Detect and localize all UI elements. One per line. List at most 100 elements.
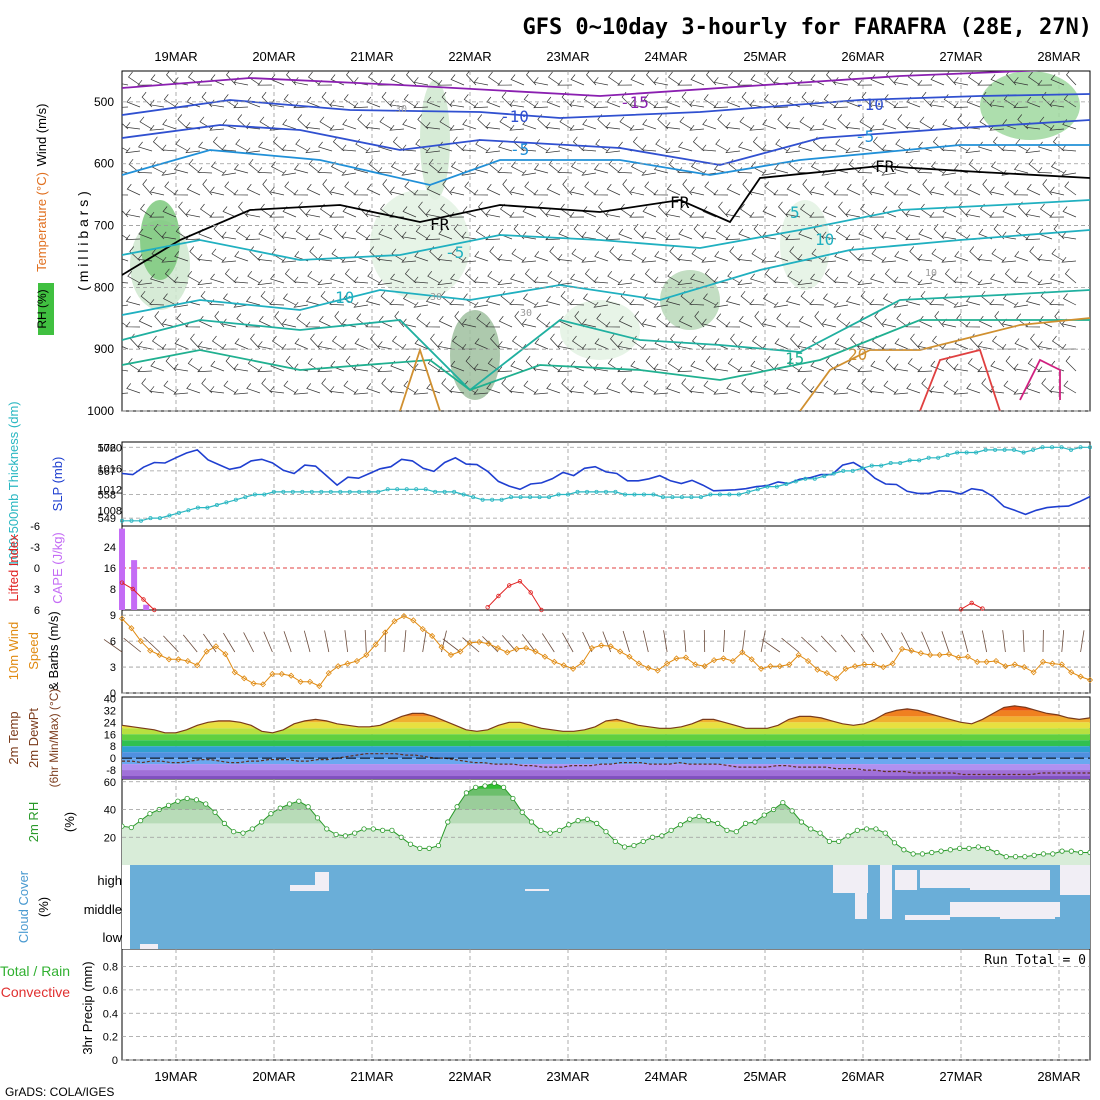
wind-axis-label-1: 10m Wind bbox=[6, 622, 21, 681]
wind-speed-point bbox=[382, 629, 389, 636]
cape-bar bbox=[143, 604, 150, 610]
contour-label: 15 bbox=[785, 349, 804, 368]
thickness-point bbox=[148, 516, 153, 521]
wind-speed-point bbox=[466, 639, 473, 646]
temp-y-tick: 40 bbox=[104, 693, 116, 705]
rh-point bbox=[407, 841, 414, 847]
thickness-point bbox=[879, 463, 884, 468]
x-date-bottom: 23MAR bbox=[546, 1069, 589, 1084]
contour-label: -5 bbox=[445, 243, 464, 262]
wind-speed-point bbox=[870, 661, 877, 668]
rh-point bbox=[454, 804, 460, 810]
rh-point bbox=[147, 811, 153, 817]
thickness-point bbox=[727, 492, 732, 497]
rh-point bbox=[1050, 851, 1056, 857]
li-line bbox=[121, 582, 155, 611]
wind-speed-point bbox=[692, 661, 699, 668]
rh-point bbox=[175, 798, 181, 804]
cloud-gap bbox=[905, 915, 950, 920]
rh-point bbox=[352, 830, 358, 836]
li-point bbox=[539, 607, 544, 613]
li-point bbox=[119, 580, 125, 585]
rh-point bbox=[789, 808, 795, 814]
thickness-point bbox=[224, 500, 229, 505]
thickness-point bbox=[499, 497, 504, 502]
thickness-point bbox=[281, 489, 286, 494]
wind-speed-point bbox=[429, 632, 436, 640]
wind-speed-point bbox=[945, 651, 953, 658]
thickness-point bbox=[528, 495, 533, 500]
run-total-label: Run Total = 0 bbox=[984, 953, 1086, 968]
rh-point bbox=[603, 829, 609, 835]
thickness-point bbox=[205, 505, 210, 510]
rh-point bbox=[268, 811, 274, 817]
li-point bbox=[969, 600, 974, 606]
temp-band bbox=[122, 776, 1090, 779]
thickness-point bbox=[831, 471, 836, 476]
slp-y-tick: 1008 bbox=[98, 505, 122, 517]
rh-y-tick: 20 bbox=[104, 832, 116, 844]
thickness-point bbox=[509, 495, 514, 500]
ua-y-tick: 600 bbox=[94, 157, 114, 171]
thickness-point bbox=[651, 492, 656, 497]
thickness-point bbox=[841, 468, 846, 473]
thickness-point bbox=[433, 489, 438, 494]
wind-speed-point bbox=[372, 641, 379, 648]
x-date-top: 26MAR bbox=[841, 49, 884, 64]
ua-temp-axis-label: Temperature (°C) bbox=[34, 172, 49, 272]
wind-speed-point bbox=[494, 644, 501, 652]
slp-y-tick: 1020 bbox=[98, 442, 122, 454]
cloud-gap bbox=[855, 893, 867, 919]
rh-point bbox=[612, 838, 618, 845]
rh-point bbox=[1040, 851, 1047, 857]
wind-speed-point bbox=[804, 657, 812, 665]
temp-band bbox=[122, 752, 1090, 759]
temp-axis-label-2: 2m DewPt bbox=[26, 708, 41, 768]
thickness-point bbox=[945, 453, 950, 458]
thickness-line bbox=[122, 446, 1090, 522]
precip-axis-label-1: Total / Rain bbox=[0, 963, 70, 979]
wind-speed-point bbox=[419, 625, 426, 633]
thickness-point bbox=[1021, 450, 1026, 455]
precip-y-tick: 0.6 bbox=[103, 985, 118, 997]
temp-contour bbox=[799, 317, 1090, 411]
precip-y-tick: 0.4 bbox=[103, 1008, 118, 1020]
rh-point bbox=[324, 826, 330, 832]
rh-point bbox=[305, 804, 311, 810]
rh-point bbox=[622, 844, 628, 850]
wind-speed-point bbox=[964, 653, 971, 660]
cloud-gap bbox=[315, 872, 329, 891]
rh-point bbox=[864, 826, 870, 832]
rh-point bbox=[203, 801, 209, 807]
wind-speed-point bbox=[654, 667, 661, 674]
wind-speed-point bbox=[927, 651, 934, 659]
rh-point bbox=[1059, 848, 1065, 854]
wind-axis-label-2: Speed bbox=[26, 632, 41, 670]
thickness-point bbox=[366, 489, 371, 494]
thickness-point bbox=[632, 492, 637, 497]
thickness-point bbox=[414, 487, 419, 492]
wind-y-tick: 0 bbox=[110, 688, 116, 700]
thickness-point bbox=[537, 495, 542, 500]
wind-speed-point bbox=[504, 649, 511, 656]
thickness-point bbox=[983, 447, 988, 452]
rh-point bbox=[975, 844, 981, 850]
thickness-point bbox=[452, 489, 457, 494]
thickness-point bbox=[566, 492, 571, 497]
wind-speed-point bbox=[851, 663, 859, 670]
cloud-gap bbox=[525, 889, 549, 891]
thickness-point bbox=[746, 489, 751, 494]
thickness-point bbox=[309, 489, 314, 494]
temp-contour bbox=[122, 93, 1090, 119]
wind-speed-point bbox=[617, 648, 624, 655]
temp-contour bbox=[919, 348, 1001, 411]
cloud-plot bbox=[130, 865, 1090, 949]
wind-speed-point bbox=[410, 617, 417, 624]
temp-band bbox=[122, 764, 1090, 771]
wind-speed-point bbox=[861, 661, 868, 668]
wind-speed-point bbox=[128, 625, 135, 632]
temp-band bbox=[122, 728, 1090, 735]
chart-title: GFS 0~10day 3-hourly for FARAFRA (28E, 2… bbox=[522, 15, 1092, 40]
contour-label: -10 bbox=[855, 95, 884, 114]
thickness-point bbox=[1069, 447, 1074, 452]
